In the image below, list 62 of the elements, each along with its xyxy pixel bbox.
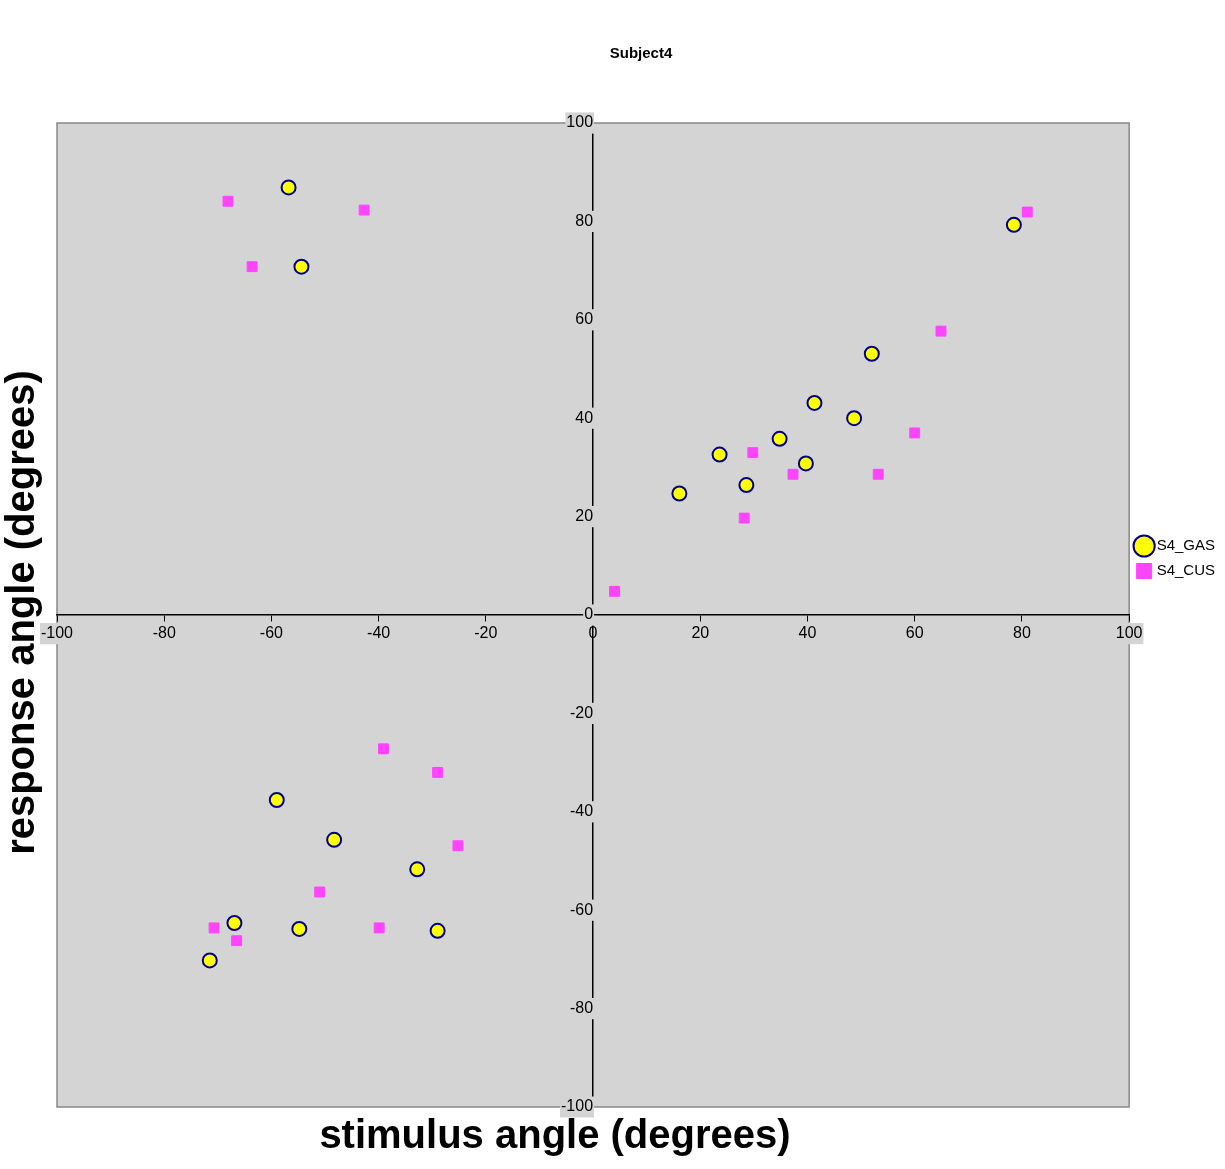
point: [201, 952, 218, 969]
y-tick-label: -100: [561, 1097, 594, 1115]
y-tick-label: -80: [569, 999, 594, 1017]
y-tick-label: -20: [569, 703, 594, 721]
point: [226, 914, 243, 931]
point: [747, 447, 759, 459]
y-tick-label: 100: [566, 113, 594, 131]
point: [314, 886, 326, 898]
point: [909, 427, 921, 439]
point: [771, 430, 788, 447]
x-tick-label: -60: [259, 624, 284, 642]
point: [863, 345, 880, 362]
legend-label: S4_CUS: [1156, 561, 1215, 579]
point: [787, 468, 799, 480]
point: [208, 922, 220, 934]
x-tick-label: 40: [798, 624, 817, 642]
point: [609, 585, 620, 597]
y-tick-label: -60: [569, 900, 594, 918]
point: [358, 204, 370, 216]
point: [935, 325, 947, 337]
y-tick-label: 40: [575, 408, 594, 426]
point: [378, 743, 389, 755]
x-tick-label: 100: [1115, 624, 1143, 642]
x-tick-label: -100: [40, 624, 74, 642]
point: [432, 766, 444, 778]
point: [246, 261, 258, 273]
point: [291, 920, 308, 937]
chart-title: Subject4: [609, 44, 673, 62]
y-tick-label: -40: [569, 802, 594, 820]
point: [326, 831, 343, 848]
y-axis-title: response angle (degrees): [0, 369, 42, 857]
point: [846, 410, 863, 427]
x-axis-title: stimulus angle (degrees): [318, 1112, 792, 1157]
point: [293, 258, 310, 275]
point: [806, 394, 823, 411]
point: [671, 485, 688, 502]
point: [373, 922, 385, 934]
point: [1021, 206, 1033, 218]
y-tick-label: 80: [575, 211, 594, 229]
x-tick-label: 80: [1013, 624, 1031, 642]
x-tick-label: -40: [367, 624, 391, 642]
point: [222, 195, 234, 207]
x-tick-label: 60: [905, 624, 924, 642]
point: [231, 935, 243, 947]
x-tick-label: -80: [152, 624, 176, 642]
point: [409, 861, 426, 878]
point: [280, 179, 297, 196]
point: [738, 512, 750, 524]
legend-label: S4_GAS: [1156, 536, 1216, 554]
point: [429, 922, 446, 939]
y-tick-label: 60: [575, 310, 594, 328]
x-tick-label: -20: [474, 624, 498, 642]
point: [711, 446, 728, 463]
y-tick-label: 0: [584, 605, 594, 623]
point: [452, 840, 464, 852]
point: [738, 477, 755, 494]
point: [797, 455, 814, 472]
point: [872, 468, 884, 480]
point: [1005, 216, 1022, 233]
x-tick-label: 20: [691, 624, 710, 642]
y-tick-label: 20: [575, 507, 594, 525]
point: [268, 791, 285, 808]
